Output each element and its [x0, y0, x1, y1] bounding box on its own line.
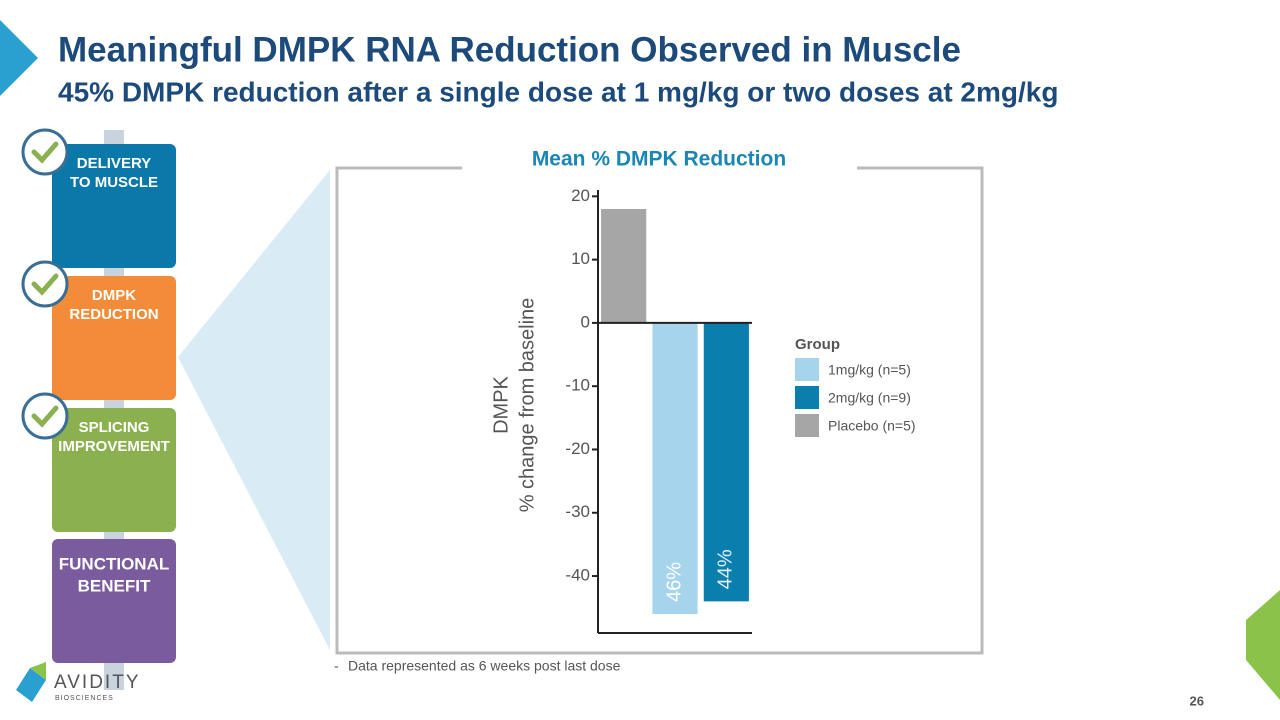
step-box	[52, 276, 176, 400]
step-label: BENEFIT	[78, 576, 151, 595]
step-box	[52, 144, 176, 268]
check-mark	[31, 405, 59, 428]
check-circle	[21, 392, 69, 440]
step-label: DMPK	[92, 287, 136, 304]
step-label: SPLICING	[79, 419, 150, 436]
legend-label: 2mg/kg (n=9)	[828, 390, 911, 406]
step-box	[52, 408, 176, 532]
check-mark	[31, 141, 59, 164]
step-label: IMPROVEMENT	[58, 438, 170, 455]
y-tick-label: -30	[565, 502, 590, 521]
footnote-dash: -	[334, 658, 339, 674]
slide-title: Meaningful DMPK RNA Reduction Observed i…	[58, 30, 961, 69]
logo-name: AVIDITY	[54, 672, 141, 693]
chart-title: Mean % DMPK Reduction	[532, 148, 786, 171]
legend-label: 1mg/kg (n=5)	[828, 362, 911, 378]
legend-label: Placebo (n=5)	[828, 418, 916, 434]
y-tick-label: -40	[565, 566, 590, 585]
bar	[601, 208, 647, 323]
bar	[652, 322, 698, 615]
step-label: TO MUSCLE	[70, 174, 158, 191]
footnote: Data represented as 6 weeks post last do…	[348, 658, 621, 674]
logo-mark	[30, 662, 46, 680]
step-label: FUNCTIONAL	[59, 554, 169, 573]
legend-swatch	[795, 358, 819, 381]
y-axis-label: % change from baseline	[516, 298, 538, 513]
slide-subtitle: 45% DMPK reduction after a single dose a…	[58, 76, 1058, 107]
check-circle	[21, 128, 69, 176]
legend-swatch	[795, 386, 819, 409]
y-tick-label: -20	[565, 439, 590, 458]
check-mark	[31, 273, 59, 296]
legend-swatch	[795, 414, 819, 437]
logo-mark	[16, 668, 46, 702]
data-label: 44%	[715, 549, 737, 589]
zoom-wedge	[178, 170, 330, 650]
legend-title: Group	[795, 336, 840, 353]
step-label: DELIVERY	[77, 155, 151, 172]
y-tick-label: 10	[571, 249, 590, 268]
page-number: 26	[1190, 693, 1204, 708]
y-tick-label: -10	[565, 376, 590, 395]
y-tick-label: 20	[571, 186, 590, 205]
y-axis-label: DMPK	[490, 375, 512, 433]
logo-tagline: BIOSCIENCES	[55, 695, 114, 702]
corner-shape	[0, 20, 38, 96]
data-label: 46%	[663, 562, 685, 602]
step-label: REDUCTION	[69, 306, 158, 323]
check-circle	[21, 260, 69, 308]
corner-shape	[1246, 590, 1280, 700]
title-gap	[462, 150, 857, 180]
bar	[703, 322, 749, 602]
y-tick-label: 0	[581, 312, 590, 331]
step-box	[52, 539, 176, 663]
